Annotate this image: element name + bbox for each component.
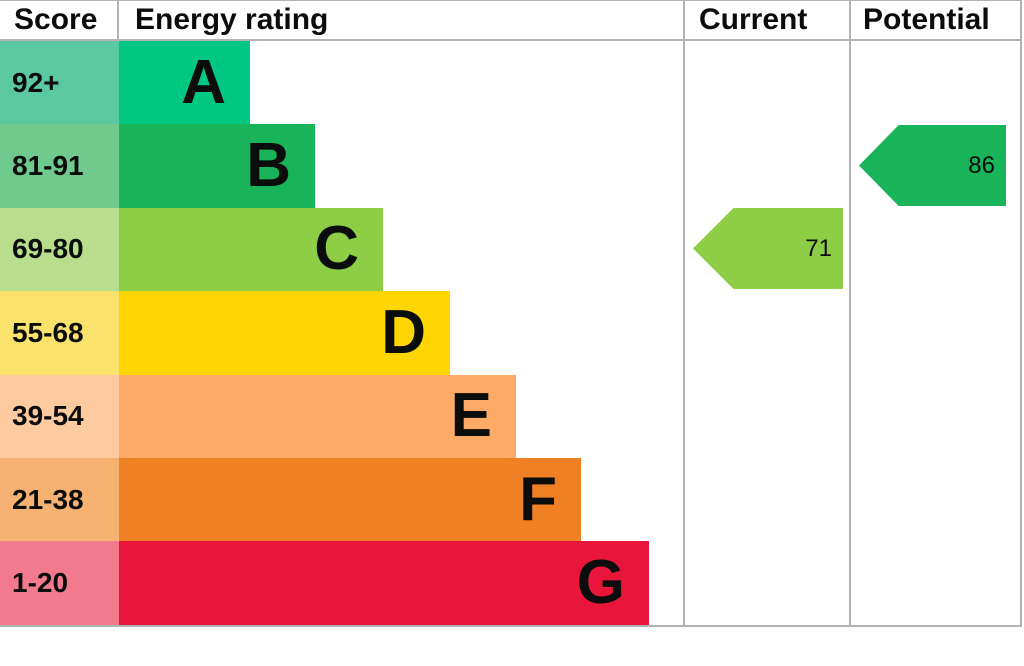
bar-cell-f: F <box>119 457 683 542</box>
score-cell-d: 55-68 <box>0 291 119 375</box>
bar-cell-c: C <box>119 207 683 292</box>
score-column-header: Score <box>0 1 119 41</box>
current-column-header: Current <box>683 1 849 41</box>
score-cell-c: 69-80 <box>0 207 119 292</box>
potential-arrow: 86 <box>859 125 1006 206</box>
current-arrow: 71 <box>693 208 843 289</box>
rating-bar-b: B <box>119 124 315 208</box>
potential-value: 86 <box>968 151 995 179</box>
rating-bar-c: C <box>119 207 383 292</box>
rating-bar-a: A <box>119 41 250 125</box>
rating-bar-f: F <box>119 457 581 542</box>
score-cell-g: 1-20 <box>0 541 119 625</box>
score-cell-e: 39-54 <box>0 374 119 458</box>
bar-cell-a: A <box>119 41 683 125</box>
bar-cell-d: D <box>119 291 683 375</box>
rating-bar-g: G <box>119 541 649 625</box>
rating-bar-d: D <box>119 291 450 375</box>
score-cell-f: 21-38 <box>0 457 119 542</box>
current-column: 71 <box>683 41 849 625</box>
epc-rating-chart: Score Energy rating Current Potential 92… <box>0 0 1022 627</box>
bar-cell-e: E <box>119 374 683 458</box>
current-value: 71 <box>805 234 832 262</box>
energy-rating-column-header: Energy rating <box>119 1 683 41</box>
rating-bar-e: E <box>119 374 516 458</box>
score-cell-a: 92+ <box>0 41 119 125</box>
bar-cell-b: B <box>119 124 683 208</box>
score-cell-b: 81-91 <box>0 124 119 208</box>
bar-cell-g: G <box>119 541 683 625</box>
potential-column-header: Potential <box>849 1 1022 41</box>
potential-column: 86 <box>849 41 1022 625</box>
